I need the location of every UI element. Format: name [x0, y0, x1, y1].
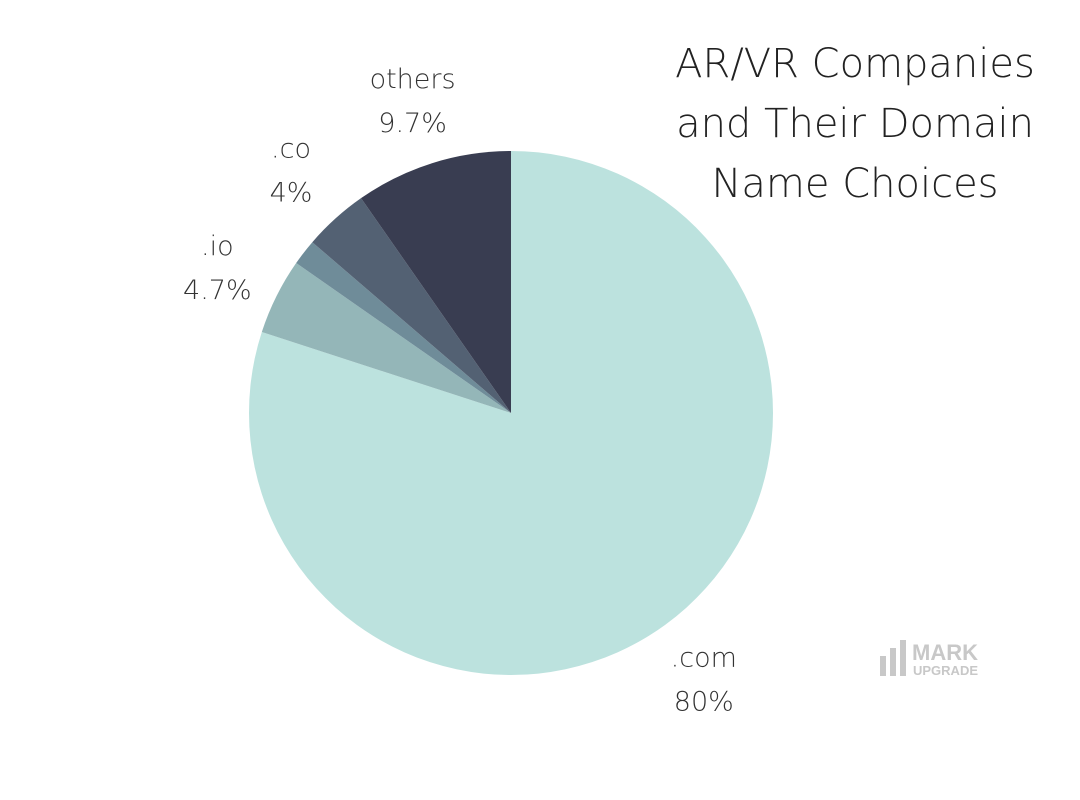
slice-value: 9.7%	[378, 108, 447, 139]
pie-slice	[361, 151, 511, 413]
slice-label: .io	[201, 231, 234, 262]
pie-slice	[261, 263, 511, 413]
logo-subtext: UPGRADE	[913, 663, 978, 678]
slice-value: 80%	[674, 686, 734, 717]
slice-label: .co	[271, 134, 311, 165]
chart-title: AR/VR Companies and Their Domain Name Ch…	[675, 41, 1035, 207]
pie-slice	[312, 198, 511, 413]
slice-label: others	[370, 64, 456, 95]
pie-slice	[296, 242, 511, 413]
logo-text: MARK	[912, 640, 978, 665]
slice-value: 4.7%	[183, 275, 252, 306]
logo-icon	[880, 640, 906, 676]
slice-label: .com	[671, 642, 737, 673]
slice-value: 4%	[270, 178, 313, 209]
